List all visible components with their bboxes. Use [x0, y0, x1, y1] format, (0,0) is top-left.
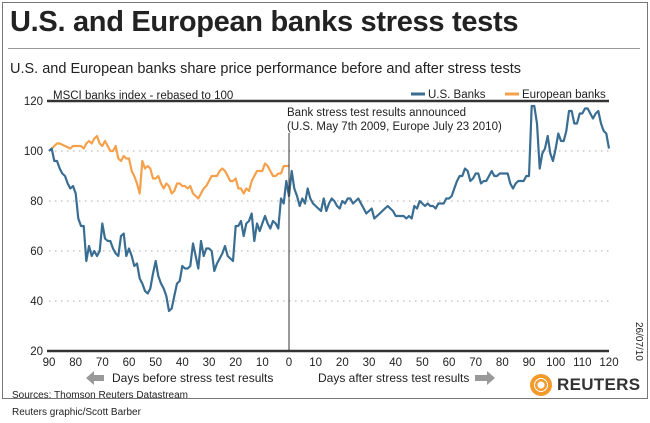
x-tick-label: 110	[573, 357, 591, 369]
legend-label-europe: European banks	[522, 89, 606, 101]
sources-note: Sources: Thomson Reuters Datastream	[12, 390, 189, 401]
x-tick-label: 60	[443, 357, 456, 369]
y-tick-labels: 20 40 60 80 100 120	[24, 96, 43, 358]
y-tick-label: 100	[24, 146, 43, 158]
x-tick-label: 30	[203, 357, 216, 369]
x-tick-label: 20	[336, 357, 349, 369]
reuters-logo-text: REUTERS	[557, 375, 641, 394]
x-tick-label: 90	[523, 357, 536, 369]
legend-label-us: U.S. Banks	[428, 89, 486, 101]
x-tick-label: 20	[229, 357, 242, 369]
x-tick-label: 90	[43, 357, 56, 369]
arrow-right-icon	[475, 371, 496, 385]
chart-subtitle: U.S. and European banks share price perf…	[10, 61, 521, 77]
reuters-logo: REUTERS	[530, 374, 640, 396]
date-stamp: 26/07/10	[633, 322, 644, 361]
us-banks-line	[48, 104, 611, 313]
days-before-text: Days before stress test results	[112, 371, 274, 385]
graphic-credit: Reuters graphic/Scott Barber	[12, 407, 141, 418]
arrow-left-icon	[86, 371, 104, 385]
x-tick-label: 60	[123, 357, 136, 369]
x-tick-labels: 90 80 70 60 50 40 30 20 10 0 10 20 30 40 50 60 70 80 90 100…	[43, 357, 619, 369]
x-tick-label: 0	[286, 357, 292, 369]
x-tick-label: 30	[363, 357, 376, 369]
annotation-line2: (U.S. May 7th 2009, Europe July 23 2010)	[287, 121, 502, 133]
x-tick-label: 70	[469, 357, 482, 369]
x-tick-label: 80	[69, 357, 82, 369]
chart-title: U.S. and European banks stress tests	[10, 6, 519, 38]
chart-frame	[2, 2, 648, 399]
x-tick-label: 120	[599, 357, 618, 369]
days-after-text: Days after stress test results	[318, 371, 470, 385]
series-lines	[48, 104, 611, 313]
y-tick-label: 80	[30, 196, 43, 208]
reuters-logo-icon	[530, 374, 552, 396]
y-tick-label: 20	[30, 346, 43, 358]
days-before-label: Days before stress test results	[86, 371, 273, 385]
x-tick-label: 50	[149, 357, 162, 369]
title-divider	[8, 48, 640, 49]
x-tick-label: 80	[496, 357, 509, 369]
european-banks-line	[48, 134, 289, 200]
x-tick-label: 10	[256, 357, 269, 369]
days-after-label: Days after stress test results	[318, 371, 496, 385]
gridlines	[47, 99, 609, 353]
y-tick-label: 120	[24, 96, 43, 108]
x-tick-label: 100	[546, 357, 565, 369]
legend: U.S. Banks European banks	[411, 89, 606, 101]
x-tick-label: 50	[416, 357, 429, 369]
x-tick-label: 40	[176, 357, 189, 369]
annotation-line1: Bank stress test results announced	[287, 107, 466, 119]
x-tick-label: 70	[96, 357, 109, 369]
x-tick-label: 10	[309, 357, 322, 369]
y-axis-label: MSCI banks index - rebased to 100	[53, 90, 233, 102]
y-tick-label: 60	[30, 246, 43, 258]
x-tick-label: 40	[389, 357, 402, 369]
y-tick-label: 40	[30, 296, 43, 308]
